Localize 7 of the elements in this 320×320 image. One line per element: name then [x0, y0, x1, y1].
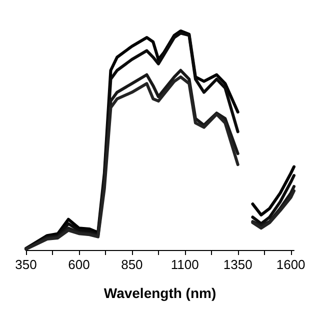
x-tick-label: 1350	[223, 257, 252, 272]
x-tick-label: 850	[121, 257, 143, 272]
x-tick-label: 1600	[276, 257, 306, 272]
x-tick-label: 600	[68, 257, 90, 272]
x-tick-label: 350	[15, 257, 37, 272]
x-axis-title: Wavelength (nm)	[104, 285, 216, 301]
x-tick-label: 1100	[170, 257, 199, 272]
